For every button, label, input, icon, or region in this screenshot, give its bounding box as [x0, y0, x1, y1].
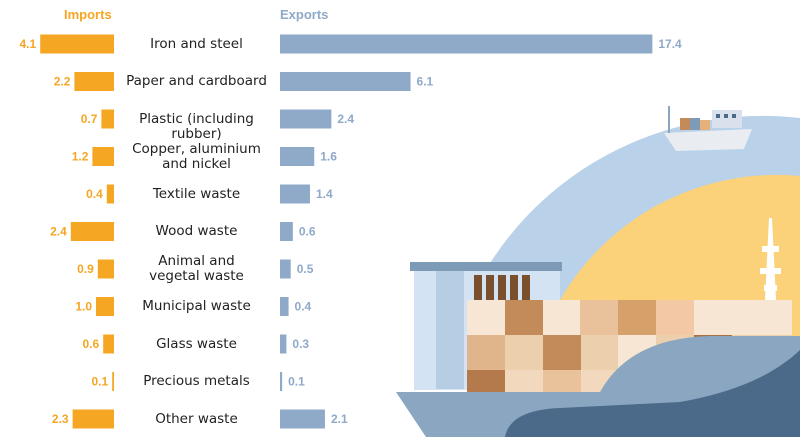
category-label-wood-waste: Wood waste: [155, 223, 238, 239]
exports-header: Exports: [280, 7, 329, 22]
category-label-animal-and-vegetal-waste: Animal and vegetal waste: [149, 253, 244, 284]
exports-bar-iron-and-steel: [280, 34, 653, 54]
imports-bar-other-waste: [72, 409, 114, 429]
exports-value-precious-metals: 0.1: [288, 375, 305, 389]
imports-value-plastic-including-rubber: 0.7: [81, 112, 98, 126]
exports-value-glass-waste: 0.3: [292, 337, 309, 351]
imports-value-paper-and-cardboard: 2.2: [54, 75, 71, 89]
exports-value-copper-aluminium-and-nickel: 1.6: [320, 150, 337, 164]
imports-bar-municipal-waste: [96, 297, 114, 316]
exports-bar-paper-and-cardboard: [280, 72, 411, 91]
category-label-glass-waste: Glass waste: [156, 335, 237, 352]
exports-value-iron-and-steel: 17.4: [658, 37, 682, 51]
imports-value-animal-and-vegetal-waste: 0.9: [77, 262, 94, 276]
imports-value-copper-aluminium-and-nickel: 1.2: [72, 150, 89, 164]
exports-value-plastic-including-rubber: 2.4: [337, 112, 354, 126]
imports-value-textile-waste: 0.4: [86, 187, 103, 201]
exports-value-textile-waste: 1.4: [316, 187, 333, 201]
imports-value-iron-and-steel: 4.1: [20, 37, 37, 51]
exports-value-animal-and-vegetal-waste: 0.5: [297, 262, 314, 276]
exports-bar-precious-metals: [280, 372, 283, 391]
exports-value-municipal-waste: 0.4: [295, 300, 312, 314]
imports-value-precious-metals: 0.1: [92, 375, 109, 389]
category-label-paper-and-cardboard: Paper and cardboard: [126, 73, 267, 89]
imports-bar-animal-and-vegetal-waste: [97, 259, 114, 279]
exports-value-wood-waste: 0.6: [299, 225, 316, 239]
exports-bar-animal-and-vegetal-waste: [280, 259, 291, 279]
imports-bar-plastic-including-rubber: [101, 109, 114, 129]
imports-header: Imports: [64, 7, 112, 22]
imports-value-wood-waste: 2.4: [50, 225, 67, 239]
exports-bar-wood-waste: [280, 222, 293, 241]
imports-bar-wood-waste: [70, 222, 114, 241]
category-label-other-waste: Other waste: [155, 410, 238, 427]
imports-bar-copper-aluminium-and-nickel: [92, 147, 114, 166]
exports-bar-glass-waste: [280, 334, 287, 354]
exports-bar-other-waste: [280, 409, 325, 429]
imports-bar-glass-waste: [103, 334, 114, 354]
imports-bar-precious-metals: [112, 372, 114, 391]
category-label-plastic-including-rubber: Plastic (including rubber): [139, 110, 254, 142]
exports-bar-copper-aluminium-and-nickel: [280, 147, 315, 166]
imports-bar-iron-and-steel: [40, 34, 115, 54]
category-label-precious-metals: Precious metals: [143, 373, 250, 389]
exports-value-other-waste: 2.1: [331, 412, 348, 426]
category-label-iron-and-steel: Iron and steel: [150, 35, 243, 52]
exports-bar-municipal-waste: [280, 297, 289, 316]
imports-value-municipal-waste: 1.0: [75, 300, 92, 314]
category-label-copper-aluminium-and-nickel: Copper, aluminium and nickel: [132, 140, 261, 172]
imports-bar-paper-and-cardboard: [74, 72, 114, 91]
category-label-textile-waste: Textile waste: [152, 185, 241, 202]
category-label-municipal-waste: Municipal waste: [142, 298, 251, 314]
exports-bar-textile-waste: [280, 184, 310, 204]
exports-value-paper-and-cardboard: 6.1: [417, 75, 434, 89]
exports-bar-plastic-including-rubber: [280, 109, 332, 129]
imports-value-glass-waste: 0.6: [83, 337, 100, 351]
imports-bar-textile-waste: [106, 184, 114, 204]
imports-value-other-waste: 2.3: [52, 412, 69, 426]
